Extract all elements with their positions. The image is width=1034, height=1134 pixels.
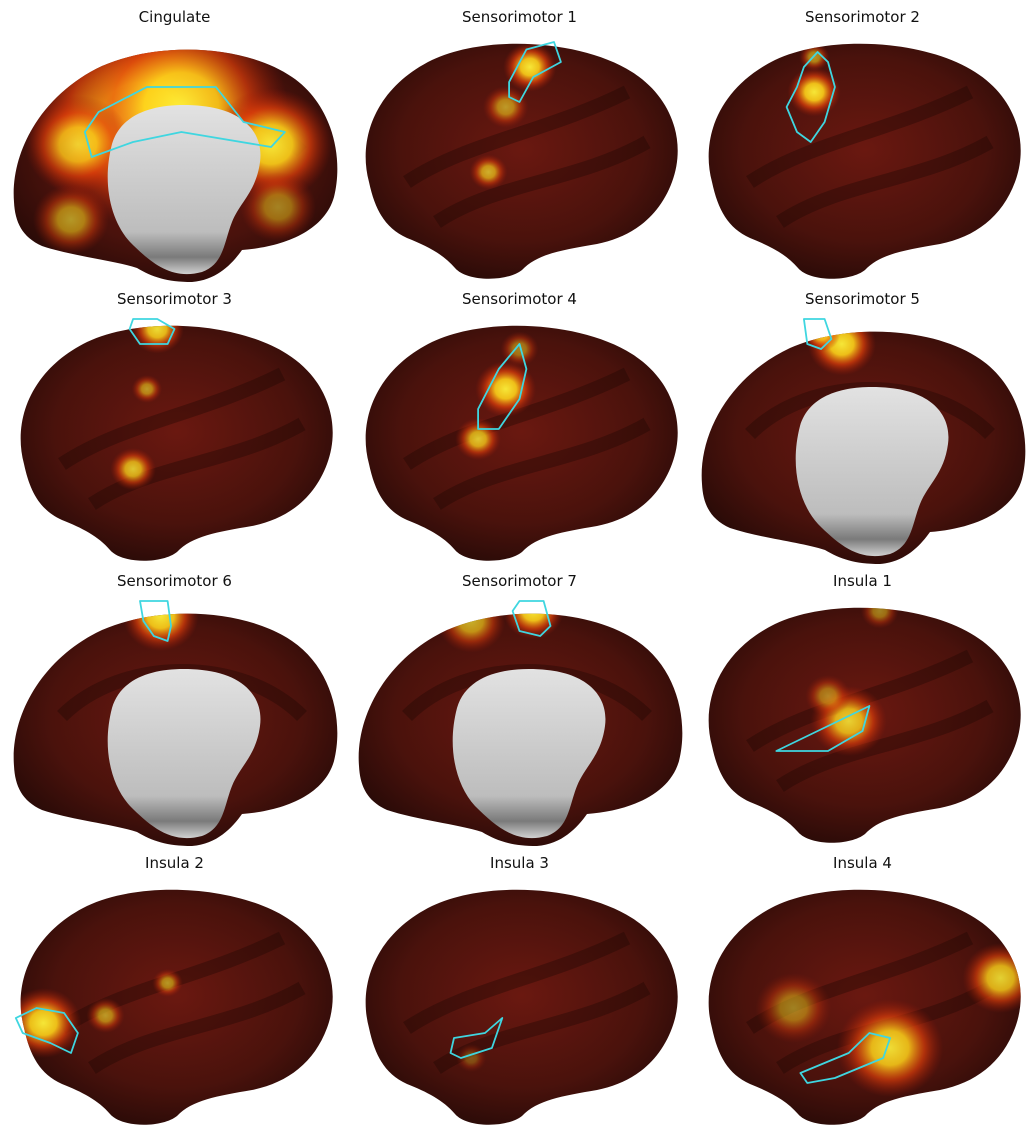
panel-cingulate: Cingulate <box>2 8 347 288</box>
brain-surface-map <box>365 41 678 279</box>
panel-sensorimotor-4: Sensorimotor 4 <box>347 290 692 570</box>
panel-title: Sensorimotor 3 <box>117 290 232 308</box>
panel-title: Insula 4 <box>833 854 892 872</box>
panel-sensorimotor-5: Sensorimotor 5 <box>690 290 1034 570</box>
panel-title: Insula 2 <box>145 854 204 872</box>
panel-sensorimotor-3: Sensorimotor 3 <box>2 290 347 570</box>
brain-surface-map <box>365 325 678 561</box>
panel-title: Sensorimotor 2 <box>805 8 920 26</box>
brain-surface-map <box>20 318 333 561</box>
brain-surface-map <box>14 889 333 1125</box>
brain-surface-map <box>701 318 1026 564</box>
panel-title: Sensorimotor 1 <box>462 8 577 26</box>
panel-title: Sensorimotor 7 <box>462 572 577 590</box>
panel-title: Sensorimotor 4 <box>462 290 577 308</box>
panel-insula-2: Insula 2 <box>2 854 347 1134</box>
panel-title: Sensorimotor 6 <box>117 572 232 590</box>
panel-sensorimotor-2: Sensorimotor 2 <box>690 8 1034 288</box>
panel-sensorimotor-1: Sensorimotor 1 <box>347 8 692 288</box>
panel-title: Cingulate <box>138 8 211 26</box>
brain-surface-map <box>708 43 1021 279</box>
brain-surface-map <box>708 607 1021 843</box>
panel-title: Insula 3 <box>490 854 549 872</box>
panel-insula-1: Insula 1 <box>690 572 1034 852</box>
brain-surface-map <box>13 600 338 846</box>
panel-sensorimotor-7: Sensorimotor 7 <box>347 572 692 852</box>
brain-surface-map <box>365 889 678 1125</box>
brain-surface-map <box>708 889 1021 1125</box>
panel-insula-3: Insula 3 <box>347 854 692 1134</box>
panel-title: Insula 1 <box>833 572 892 590</box>
brain-surface-map <box>358 600 683 846</box>
panel-title: Sensorimotor 5 <box>805 290 920 308</box>
brain-surface-map <box>13 49 338 282</box>
panel-insula-4: Insula 4 <box>690 854 1034 1134</box>
panel-sensorimotor-6: Sensorimotor 6 <box>2 572 347 852</box>
